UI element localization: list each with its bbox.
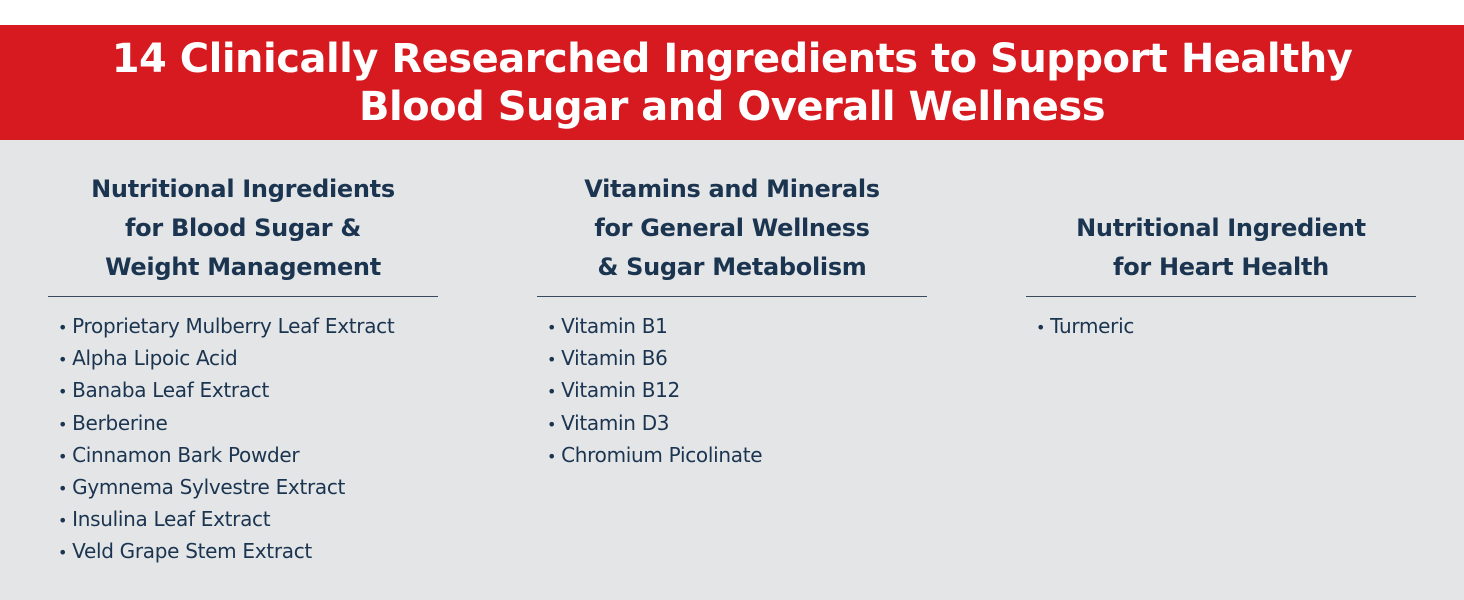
content-area: Nutritional Ingredients for Blood Sugar &… <box>0 140 1464 600</box>
heading-line: Vitamins and Minerals <box>584 175 880 203</box>
ingredient: Berberine <box>58 408 438 440</box>
ingredient: Vitamin B6 <box>547 343 927 375</box>
ingredient-list: Proprietary Mulberry Leaf ExtractAlpha L… <box>48 311 438 569</box>
ingredient: Vitamin B1 <box>547 311 927 343</box>
ingredient: Cinnamon Bark Powder <box>58 440 438 472</box>
column: Nutritional Ingredient for Heart Health Tu… <box>1026 140 1416 343</box>
heading-line: for Blood Sugar & <box>125 214 361 242</box>
ingredient: Chromium Picolinate <box>547 440 927 472</box>
ingredient: Alpha Lipoic Acid <box>58 343 438 375</box>
ingredient: Gymnema Sylvestre Extract <box>58 472 438 504</box>
heading-line: for General Wellness <box>594 214 870 242</box>
ingredient: Banaba Leaf Extract <box>58 375 438 407</box>
heading-line: Weight Management <box>105 253 381 281</box>
column-heading: Vitamins and Minerals for General Wellnes… <box>537 140 927 297</box>
heading-line: Nutritional Ingredient <box>1076 214 1366 242</box>
ingredient: Veld Grape Stem Extract <box>58 536 438 568</box>
ingredient-list: Turmeric <box>1026 311 1416 343</box>
ingredient: Turmeric <box>1036 311 1416 343</box>
column-heading: Nutritional Ingredients for Blood Sugar &… <box>48 140 438 297</box>
column: Nutritional Ingredients for Blood Sugar &… <box>48 140 438 569</box>
ingredient-list: Vitamin B1Vitamin B6Vitamin B12Vitamin D… <box>537 311 927 472</box>
heading-line: & Sugar Metabolism <box>597 253 867 281</box>
heading-line: Nutritional Ingredients <box>91 175 395 203</box>
ingredient: Insulina Leaf Extract <box>58 504 438 536</box>
ingredient: Vitamin B12 <box>547 375 927 407</box>
column: Vitamins and Minerals for General Wellnes… <box>537 140 927 472</box>
heading-line: for Heart Health <box>1113 253 1329 281</box>
title-line: Blood Sugar and Overall Wellness <box>358 83 1106 130</box>
ingredient: Proprietary Mulberry Leaf Extract <box>58 311 438 343</box>
column-heading: Nutritional Ingredient for Heart Health <box>1026 140 1416 297</box>
ingredient: Vitamin D3 <box>547 408 927 440</box>
title-line: 14 Clinically Researched Ingredients to … <box>111 35 1353 82</box>
title-banner: 14 Clinically Researched Ingredients to … <box>0 25 1464 140</box>
